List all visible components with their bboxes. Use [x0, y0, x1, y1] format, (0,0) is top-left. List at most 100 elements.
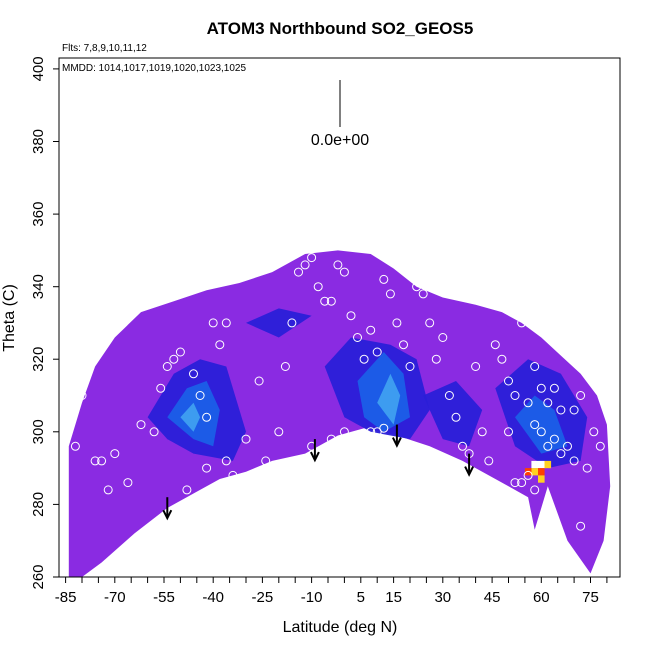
arrow-head [464, 466, 474, 477]
x-tick-label: 60 [533, 589, 550, 606]
peak-cell [538, 475, 545, 483]
y-axis-title: Theta (C) [1, 284, 18, 352]
sample-point [228, 470, 238, 480]
sample-point [307, 253, 317, 263]
sample-point [392, 318, 402, 328]
enhanced-region [246, 308, 312, 338]
y-tick-label: 380 [30, 129, 47, 154]
chart-title: ATOM3 Northbound SO2_GEOS5 [207, 19, 474, 38]
sample-point [287, 318, 297, 328]
arrow-head [310, 451, 320, 463]
sample-point [280, 362, 290, 371]
sample-point [195, 391, 205, 400]
sample-point [543, 441, 553, 451]
sample-point [162, 362, 172, 371]
x-tick-label: 5 [357, 589, 365, 606]
sample-point [123, 550, 133, 560]
scale-bar: 0.0e+00 [311, 80, 369, 149]
x-tick-label: -40 [202, 589, 224, 606]
sample-point [123, 478, 133, 488]
sample-point [320, 296, 330, 306]
sample-point [77, 391, 87, 400]
sample-point [372, 347, 382, 357]
sample-point [90, 456, 100, 466]
sample-point [372, 427, 382, 437]
sample-point [589, 427, 599, 437]
sample-point [549, 434, 559, 444]
sample-point [543, 398, 553, 408]
sample-point [405, 362, 415, 371]
sample-point [326, 296, 336, 306]
sample-point [156, 528, 166, 538]
sample-point [523, 398, 533, 408]
sample-point [379, 274, 389, 284]
sample-point [169, 354, 179, 364]
sample-point [471, 362, 481, 371]
y-tick-label: 400 [30, 56, 47, 81]
sample-point [353, 333, 362, 342]
sample-point [182, 485, 192, 495]
x-tick-label: 15 [385, 589, 402, 606]
sample-point [202, 412, 212, 422]
sample-point [399, 340, 408, 350]
sample-point [576, 521, 586, 531]
sample-point [97, 565, 107, 575]
sample-point [523, 470, 533, 480]
sample-point [549, 383, 559, 393]
sample-point [536, 427, 546, 437]
sample-point [97, 456, 107, 466]
sample-point [175, 347, 185, 357]
sample-point [149, 427, 159, 437]
peak-cell [531, 468, 538, 476]
x-axis: -85 -70 -55 -40 -25 -10 5 15 30 45 60 75 [55, 577, 608, 606]
x-tick-label: -25 [252, 589, 274, 606]
sample-point [510, 478, 520, 488]
sample-point [254, 376, 264, 386]
sample-point [359, 434, 369, 444]
x-tick-label: 45 [484, 589, 501, 606]
y-tick-label: 280 [30, 492, 47, 517]
sample-point [366, 325, 376, 335]
sample-point [438, 333, 448, 342]
sample-point [294, 267, 303, 277]
sample-points [70, 253, 605, 575]
y-tick-label: 320 [30, 347, 47, 372]
sample-point [300, 260, 310, 270]
arrow-head [162, 509, 173, 521]
sample-point [221, 318, 231, 328]
sample-point [313, 282, 323, 292]
dates-subtitle: MMDD: 1014,1017,1019,1020,1023,1025 [62, 63, 246, 74]
sample-point [556, 449, 566, 459]
sample-point [484, 456, 494, 466]
enhanced-region [180, 402, 201, 432]
peak-cell [538, 460, 545, 469]
x-axis-title: Latitude (deg N) [283, 619, 398, 636]
sample-point [189, 369, 198, 379]
x-tick-label: -55 [153, 589, 175, 606]
peak-cell [531, 460, 538, 469]
sample-point [267, 478, 277, 488]
y-tick-label: 260 [30, 564, 47, 589]
sample-point [110, 565, 120, 575]
sample-point [576, 391, 586, 400]
sample-point [517, 318, 527, 328]
sample-point [536, 383, 546, 393]
scale-bar-label: 0.0e+00 [311, 132, 369, 149]
sample-point [530, 420, 540, 430]
peak-cell [538, 468, 545, 476]
sample-point [431, 354, 441, 364]
sample-point [221, 456, 231, 466]
sample-point [556, 405, 566, 415]
sample-point [582, 463, 592, 473]
sample-point [569, 456, 579, 466]
sample-point [497, 354, 507, 364]
enhanced-region [515, 395, 568, 454]
sample-point [490, 340, 500, 350]
sample-point [326, 434, 336, 444]
x-tick-label: 30 [434, 589, 451, 606]
x-tick-label: -70 [104, 589, 126, 606]
flights-subtitle: Flts: 7,8,9,10,11,12 [62, 43, 147, 54]
sample-point [451, 412, 461, 422]
sample-point [339, 427, 349, 437]
sample-point [530, 362, 540, 371]
